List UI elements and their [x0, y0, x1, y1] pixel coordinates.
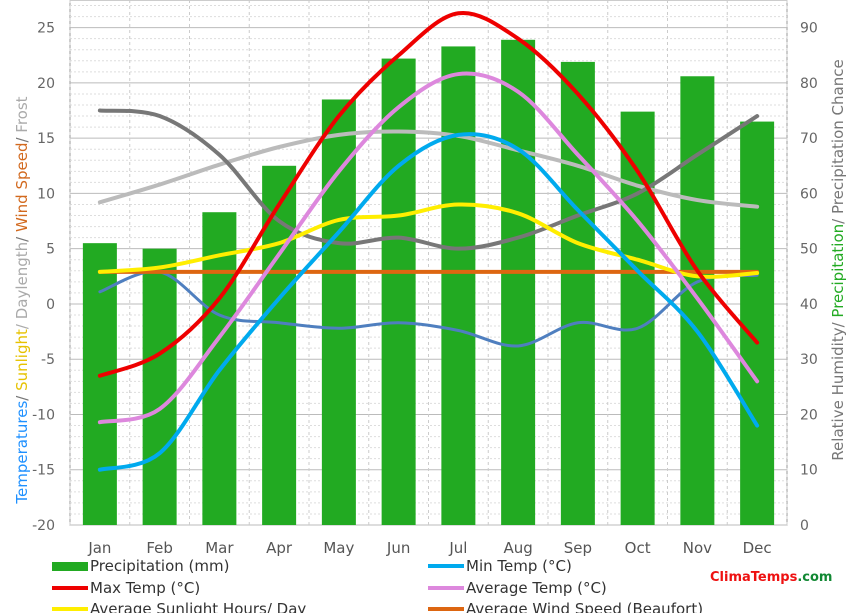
- left-tick-label: 20: [37, 76, 55, 92]
- month-label: Oct: [625, 539, 651, 557]
- right-tick-label: 10: [800, 463, 818, 479]
- precipitation-bar: [501, 39, 536, 525]
- left-tick-label: 0: [46, 297, 55, 313]
- right-tick-label: 90: [800, 21, 818, 37]
- precipitation-bar: [82, 243, 117, 525]
- legend-swatch-line: [428, 607, 464, 611]
- legend-label: Precipitation (mm): [90, 557, 229, 575]
- month-label: Dec: [743, 539, 772, 557]
- precipitation-bar: [441, 46, 476, 525]
- month-label: Mar: [205, 539, 234, 557]
- left-tick-label: -10: [32, 407, 55, 423]
- legend-label: Max Temp (°C): [90, 579, 200, 597]
- month-label: Sep: [564, 539, 592, 557]
- axis-label-part: Sunlight: [13, 329, 31, 391]
- series-lines: [97, 10, 760, 472]
- left-tick-label: -20: [32, 518, 55, 534]
- axis-label-part: /: [13, 232, 31, 242]
- right-tick-label: 40: [800, 297, 818, 313]
- left-axis-label: Temperatures/ Sunlight/ Daylength/ Wind …: [13, 96, 31, 504]
- axis-label-part: Temperatures: [13, 401, 31, 505]
- precipitation-bar: [740, 121, 775, 525]
- series-line-average-temp-c: [97, 71, 760, 425]
- month-labels: Jan Feb Mar Apr May Jun Jul Aug Sep Oct Nov Dec: [87, 539, 771, 557]
- legend-label: Average Wind Speed (Beaufort): [466, 600, 703, 613]
- series-line-average-sunlight-hours-day: [97, 202, 760, 279]
- axis-label-part: Relative Humidity/: [829, 318, 847, 461]
- right-tick-label: 30: [800, 352, 818, 368]
- right-tick-label: 20: [800, 407, 818, 423]
- axis-label-part: Frost: [13, 96, 31, 132]
- right-axis-label: Relative Humidity/ Precipitation/ Precip…: [829, 59, 847, 460]
- brand-com: .com: [797, 570, 832, 585]
- legend-swatch-line: [52, 586, 88, 590]
- left-tick-label: -5: [41, 352, 55, 368]
- right-axis-ticks: 90 80 70 60 50 40 30 20 10 0: [800, 21, 818, 534]
- series-line-frost: [98, 269, 759, 348]
- left-tick-label: 10: [37, 186, 55, 202]
- legend-label: Average Sunlight Hours/ Day: [90, 600, 306, 613]
- legend: Precipitation (mm) Min Temp (°C) Max Temp …: [52, 557, 703, 613]
- series-line-min-temp-c: [97, 132, 760, 472]
- month-label: Nov: [683, 539, 712, 557]
- right-tick-label: 50: [800, 242, 818, 258]
- axis-label-part: /: [13, 391, 31, 401]
- series-line-max-temp-c: [97, 10, 760, 378]
- axis-label-part: Wind Speed: [13, 143, 31, 233]
- month-label: Feb: [146, 539, 173, 557]
- brand-temps: Temps: [751, 570, 798, 585]
- legend-label: Average Temp (°C): [466, 579, 607, 597]
- legend-label: Min Temp (°C): [466, 557, 572, 575]
- precipitation-bar: [560, 61, 595, 525]
- right-tick-label: 60: [800, 186, 818, 202]
- precipitation-bar: [381, 58, 416, 525]
- left-tick-label: 25: [37, 21, 55, 37]
- axis-label-part: Precipitation: [829, 224, 847, 318]
- axis-label-part: / Daylength: [13, 242, 31, 329]
- legend-swatch-line: [428, 564, 464, 568]
- axis-label-part: /: [13, 133, 31, 143]
- right-tick-label: 70: [800, 131, 818, 147]
- left-tick-label: 15: [37, 131, 55, 147]
- legend-swatch-line: [428, 586, 464, 590]
- month-label: Jun: [386, 539, 410, 557]
- legend-swatch-line: [52, 607, 88, 611]
- month-label: Apr: [266, 539, 293, 557]
- left-tick-label: 5: [46, 242, 55, 258]
- precipitation-bars: [82, 39, 775, 526]
- brand-clima: Clima: [710, 570, 751, 585]
- series-line-daylength-hours: [97, 129, 760, 209]
- left-axis-ticks: 25 20 15 10 5 0 -5 -10 -15 -20: [32, 21, 55, 534]
- right-tick-label: 80: [800, 76, 818, 92]
- brand-logo: ClimaTemps.com: [710, 570, 832, 585]
- axis-label-part: / Precipitation Chance: [829, 59, 847, 224]
- precipitation-bar: [142, 248, 177, 525]
- left-tick-label: -15: [32, 463, 55, 479]
- right-tick-label: 0: [800, 518, 809, 534]
- month-label: Jul: [448, 539, 467, 557]
- month-label: Jan: [87, 539, 111, 557]
- precipitation-bar: [321, 99, 356, 525]
- month-label: Aug: [503, 539, 532, 557]
- month-label: May: [323, 539, 354, 557]
- legend-swatch-bar: [52, 562, 88, 571]
